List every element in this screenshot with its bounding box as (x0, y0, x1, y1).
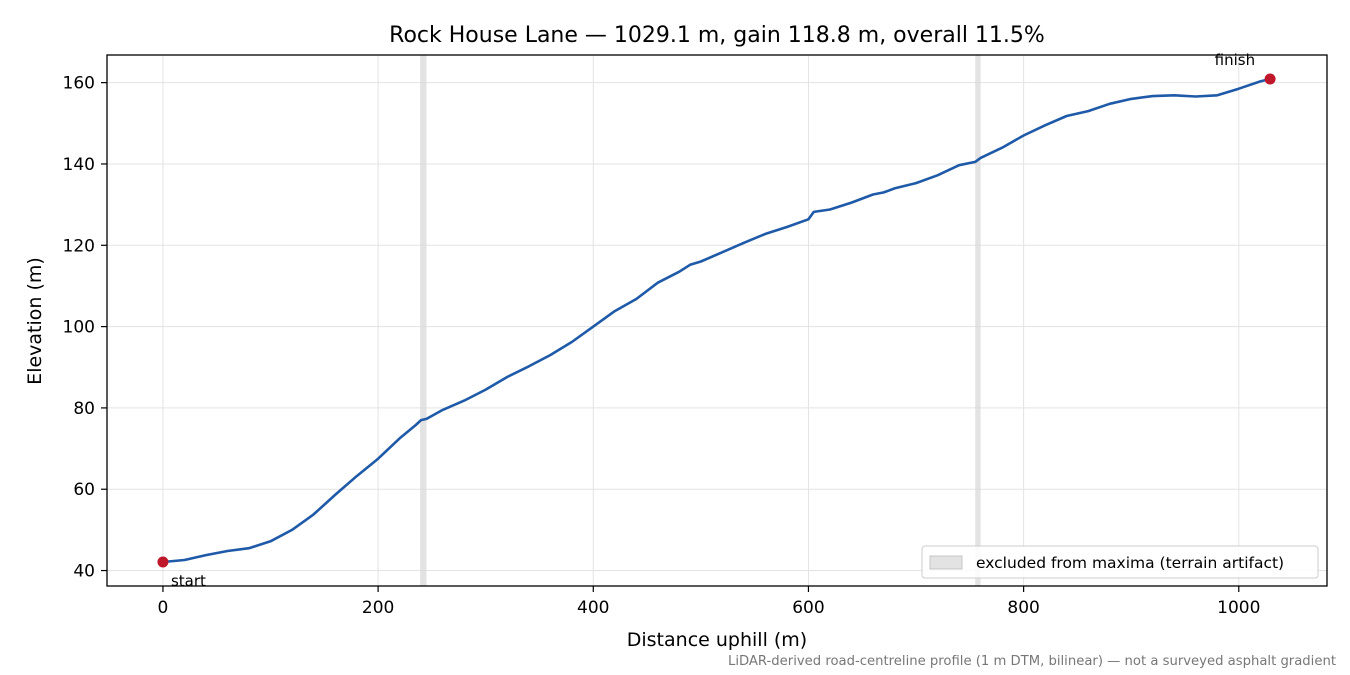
chart-title: Rock House Lane — 1029.1 m, gain 118.8 m… (389, 23, 1045, 48)
footnote: LiDAR-derived road-centreline profile (1… (728, 654, 1336, 669)
legend-frame (921, 545, 1319, 579)
series-line-elevation (161, 77, 1272, 564)
y-tick-label: 40 (73, 562, 95, 582)
y-tick-label: 100 (63, 318, 95, 338)
marker-start (157, 556, 169, 568)
marker-label-finish: finish (1215, 51, 1255, 69)
y-tick-label: 140 (63, 155, 95, 175)
marker-finish (1264, 73, 1276, 85)
legend-label-excluded: excluded from maxima (terrain artifact) (976, 554, 1284, 572)
x-tick-label: 1000 (1217, 598, 1260, 618)
y-axis-label: Elevation (m) (24, 257, 46, 385)
y-tick-label: 120 (63, 236, 95, 256)
legend: excluded from maxima (terrain artifact) (921, 545, 1319, 579)
axis-ticks: 0 200 400 600 800 1000 40 60 80 100 120 140 160 (63, 74, 1261, 618)
marker-label-start: start (171, 572, 206, 590)
series-layer (161, 77, 1272, 564)
excluded-band (975, 55, 981, 586)
legend-swatch-excluded (929, 555, 963, 570)
x-tick-label: 200 (362, 598, 394, 618)
x-axis-label: Distance uphill (m) (627, 629, 807, 651)
endpoint-markers: start finish (157, 51, 1276, 590)
plot-frame (106, 54, 1328, 587)
grid-lines (107, 55, 1327, 586)
x-tick-label: 0 (158, 598, 169, 618)
x-tick-label: 600 (792, 598, 824, 618)
excluded-band (420, 55, 427, 586)
x-tick-label: 400 (577, 598, 609, 618)
y-tick-label: 160 (63, 74, 95, 94)
excluded-bands (420, 55, 981, 586)
y-tick-label: 80 (73, 399, 95, 419)
x-tick-label: 800 (1007, 598, 1039, 618)
y-tick-label: 60 (73, 480, 95, 500)
